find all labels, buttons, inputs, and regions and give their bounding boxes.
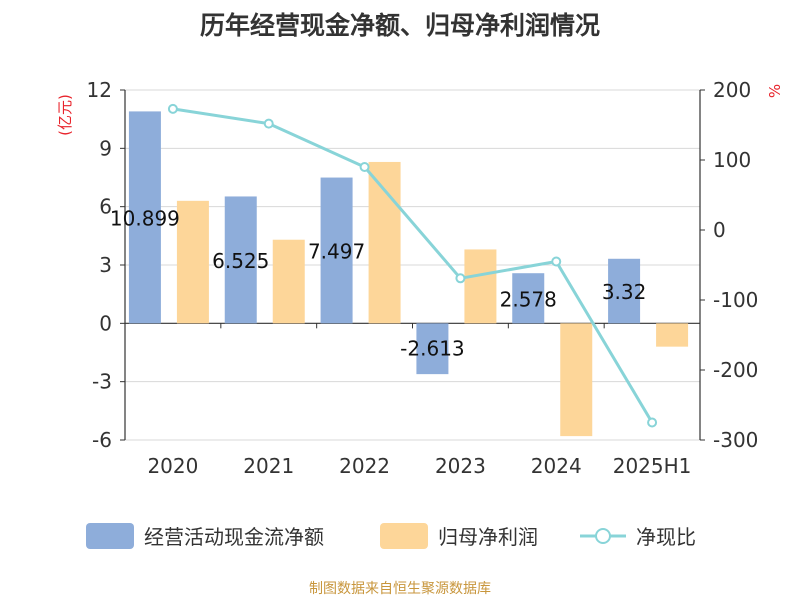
ratio-point — [455, 273, 466, 284]
ratio-line — [172, 107, 654, 424]
ratio-point — [359, 162, 370, 172]
bar-net-profit — [368, 161, 401, 324]
y-left-tick-label: 3 — [99, 253, 112, 277]
chart-title: 历年经营现金净额、归母净利润情况 — [199, 11, 600, 40]
y-left-tick-label: 9 — [99, 136, 112, 160]
y-left-tick-label: -3 — [92, 370, 112, 394]
y-left-tick-label: 0 — [99, 311, 112, 335]
ratio-point — [551, 256, 562, 267]
data-label: 6.525 — [212, 249, 269, 273]
legend-label-net-profit: 归母净利润 — [438, 525, 538, 549]
bar-cash-flow — [416, 323, 449, 375]
x-tick-label: 2021 — [243, 454, 294, 478]
y-right-tick-label: -100 — [713, 288, 758, 312]
bar-net-profit — [464, 249, 497, 324]
ratio-point — [263, 118, 274, 129]
legend-label-cash-flow: 经营活动现金流净额 — [144, 525, 324, 549]
bar-cash-flow — [608, 258, 641, 324]
data-label: 2.578 — [500, 287, 557, 311]
legend-marker-ratio — [595, 528, 611, 544]
y-left-tick-label: -6 — [92, 428, 112, 452]
y-left-label: (亿元) — [56, 94, 74, 136]
y-left-tick-label: 12 — [87, 78, 112, 102]
ratio-point — [167, 103, 178, 114]
bar-net-profit — [656, 323, 689, 347]
data-label: 7.497 — [308, 239, 365, 263]
data-label: 10.899 — [110, 206, 180, 230]
x-tick-label: 2020 — [147, 454, 198, 478]
bar-cash-flow — [320, 177, 353, 324]
x-tick-label: 2023 — [435, 454, 486, 478]
bar-cash-flow — [128, 111, 161, 324]
data-label: -2.613 — [400, 336, 464, 360]
legend-swatch-net-profit — [380, 523, 428, 549]
y-left-tick-label: 6 — [99, 195, 112, 219]
y-right-tick-label: 100 — [713, 148, 751, 172]
x-tick-label: 2024 — [531, 454, 582, 478]
bar-net-profit — [272, 239, 305, 324]
x-tick-label: 2022 — [339, 454, 390, 478]
legend-swatch-cash-flow — [86, 523, 134, 549]
y-right-label: % — [766, 84, 784, 98]
y-right-tick-label: -300 — [713, 428, 758, 452]
bar-cash-flow — [224, 196, 257, 324]
data-label: 3.32 — [602, 280, 647, 304]
ratio-point — [647, 417, 658, 428]
bar-net-profit — [176, 200, 209, 324]
bar-cash-flow — [512, 273, 545, 324]
y-right-tick-label: 200 — [713, 78, 751, 102]
source-note: 制图数据来自恒生聚源数据库 — [309, 581, 491, 597]
y-right-tick-label: -200 — [713, 358, 758, 382]
y-right-tick-label: 0 — [713, 218, 726, 242]
x-tick-label: 2025H1 — [613, 454, 692, 478]
legend-label-ratio: 净现比 — [636, 525, 696, 549]
bar-net-profit — [560, 323, 593, 437]
